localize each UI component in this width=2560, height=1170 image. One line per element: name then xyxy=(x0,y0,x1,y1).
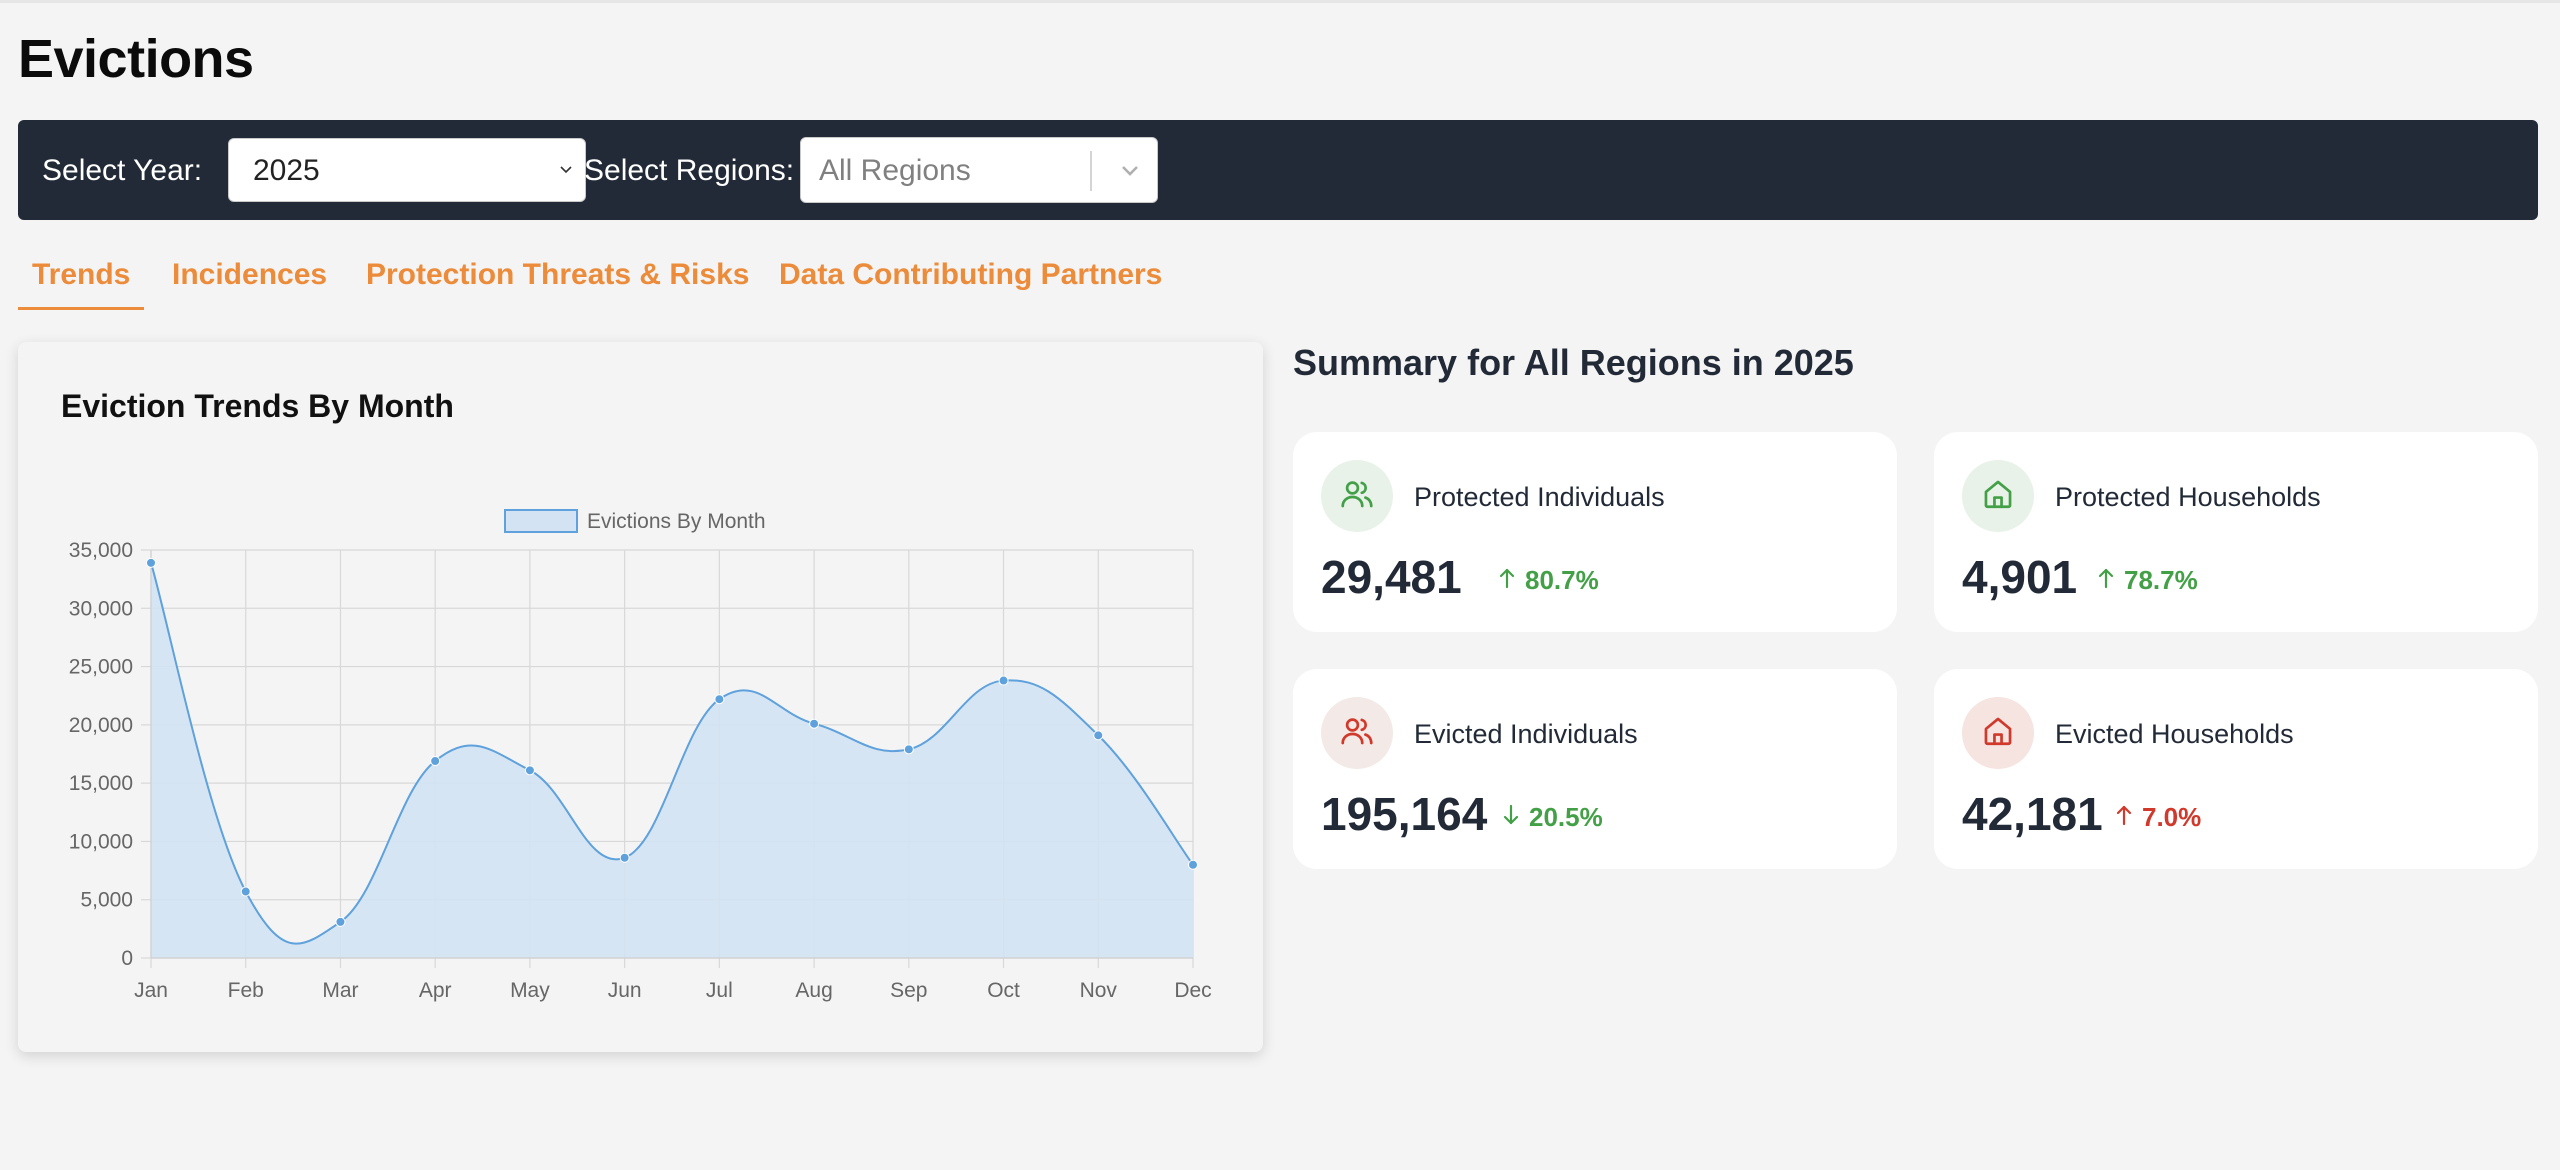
users-icon xyxy=(1339,713,1375,754)
x-tick-label: Nov xyxy=(1080,979,1118,1002)
y-tick-label: 35,000 xyxy=(69,539,133,562)
x-tick-label: Jul xyxy=(706,979,733,1002)
data-point xyxy=(714,694,725,705)
stat-change: 20.5% xyxy=(1501,802,1603,833)
stat-label: Protected Households xyxy=(2055,482,2321,512)
stat-change: 80.7% xyxy=(1497,565,1599,596)
stat-label: Protected Individuals xyxy=(1414,482,1665,512)
tab-incidences[interactable]: Incidences xyxy=(172,258,328,291)
x-tick-label: Apr xyxy=(419,979,452,1002)
data-point xyxy=(619,852,630,863)
stat-change-value: 80.7% xyxy=(1525,565,1599,595)
stat-label: Evicted Households xyxy=(2055,719,2294,749)
tab-protection-threats-risks[interactable]: Protection Threats & Risks xyxy=(366,258,750,291)
y-tick-label: 15,000 xyxy=(69,772,133,795)
stat-icon-wrap xyxy=(1962,460,2034,532)
data-point xyxy=(524,765,535,776)
x-tick-label: Oct xyxy=(987,979,1020,1002)
eviction-trends-card: Eviction Trends By Month 35,000 30,000 25,… xyxy=(18,342,1263,1052)
home-icon xyxy=(1981,477,2015,516)
x-tick-label: Aug xyxy=(795,979,832,1002)
page-title: Evictions xyxy=(18,29,254,89)
year-select-value: 2025 xyxy=(253,154,320,187)
arrow-up-icon xyxy=(2096,565,2116,596)
x-tick-label: Feb xyxy=(228,979,264,1002)
regions-select-separator xyxy=(1090,151,1092,191)
stat-value: 195,164 xyxy=(1321,788,1488,840)
data-point xyxy=(1093,730,1104,741)
data-point xyxy=(335,916,346,927)
stat-value: 4,901 xyxy=(1962,551,2078,603)
x-tick-label: May xyxy=(510,979,550,1002)
stat-value: 42,181 xyxy=(1962,788,2103,840)
stat-icon-wrap xyxy=(1321,460,1393,532)
x-tick-label: Jun xyxy=(608,979,642,1002)
top-border xyxy=(0,0,2560,3)
legend-label: Evictions By Month xyxy=(587,510,766,533)
x-tick-label: Mar xyxy=(322,979,358,1002)
y-tick-label: 20,000 xyxy=(69,714,133,737)
home-icon xyxy=(1981,714,2015,753)
filter-bar: Select Year: 2025 Select Regions: All Re… xyxy=(18,120,2538,220)
data-point xyxy=(1188,859,1198,870)
arrow-down-icon xyxy=(1501,802,1521,833)
tab-trends[interactable]: Trends xyxy=(18,258,145,310)
stat-icon-wrap xyxy=(1962,697,2034,769)
x-tick-label: Jan xyxy=(134,979,168,1002)
stat-change-value: 7.0% xyxy=(2142,802,2202,832)
summary-title: Summary for All Regions in 2025 xyxy=(1293,342,1854,383)
arrow-up-icon xyxy=(1497,565,1517,596)
users-icon xyxy=(1339,476,1375,517)
year-label: Select Year: xyxy=(42,154,203,187)
y-tick-label: 0 xyxy=(121,947,133,970)
year-select[interactable]: 2025 xyxy=(228,138,586,202)
data-point xyxy=(146,557,156,568)
x-tick-label: Sep xyxy=(890,979,927,1002)
chevron-down-icon[interactable] xyxy=(1119,160,1141,182)
regions-label: Select Regions: xyxy=(584,154,795,187)
data-point xyxy=(430,755,441,766)
data-point xyxy=(240,886,251,897)
x-tick-label: Dec xyxy=(1174,979,1211,1002)
regions-select-placeholder: All Regions xyxy=(819,154,971,187)
stat-change: 78.7% xyxy=(2096,565,2198,596)
data-point xyxy=(809,718,820,729)
stat-value: 29,481 xyxy=(1321,551,1462,603)
data-point xyxy=(903,744,914,755)
chevron-down-icon xyxy=(560,166,572,174)
y-tick-label: 25,000 xyxy=(69,656,133,679)
chart-title: Eviction Trends By Month xyxy=(61,388,454,424)
protected-households-card: Protected Households 4,901 78.7% xyxy=(1934,432,2538,632)
y-tick-label: 30,000 xyxy=(69,597,133,620)
data-point xyxy=(998,675,1009,686)
evicted-households-card: Evicted Households 42,181 7.0% xyxy=(1934,669,2538,869)
tab-data-contributing-partners[interactable]: Data Contributing Partners xyxy=(779,258,1163,291)
series-area xyxy=(151,562,1193,958)
stat-label: Evicted Individuals xyxy=(1414,719,1638,749)
stat-change: 7.0% xyxy=(2114,802,2201,833)
regions-select[interactable]: All Regions xyxy=(800,137,1158,203)
stat-change-value: 78.7% xyxy=(2124,565,2198,595)
stat-icon-wrap xyxy=(1321,697,1393,769)
eviction-trends-chart: 35,000 30,000 25,000 20,000 15,000 10,000 5,00… xyxy=(69,509,1212,1002)
stat-change-value: 20.5% xyxy=(1529,802,1603,832)
y-tick-label: 5,000 xyxy=(80,889,133,912)
protected-individuals-card: Protected Individuals 29,481 80.7% xyxy=(1293,432,1897,632)
y-tick-label: 10,000 xyxy=(69,830,133,853)
legend-swatch xyxy=(504,509,578,533)
arrow-up-icon xyxy=(2114,802,2134,833)
evicted-individuals-card: Evicted Individuals 195,164 20.5% xyxy=(1293,669,1897,869)
